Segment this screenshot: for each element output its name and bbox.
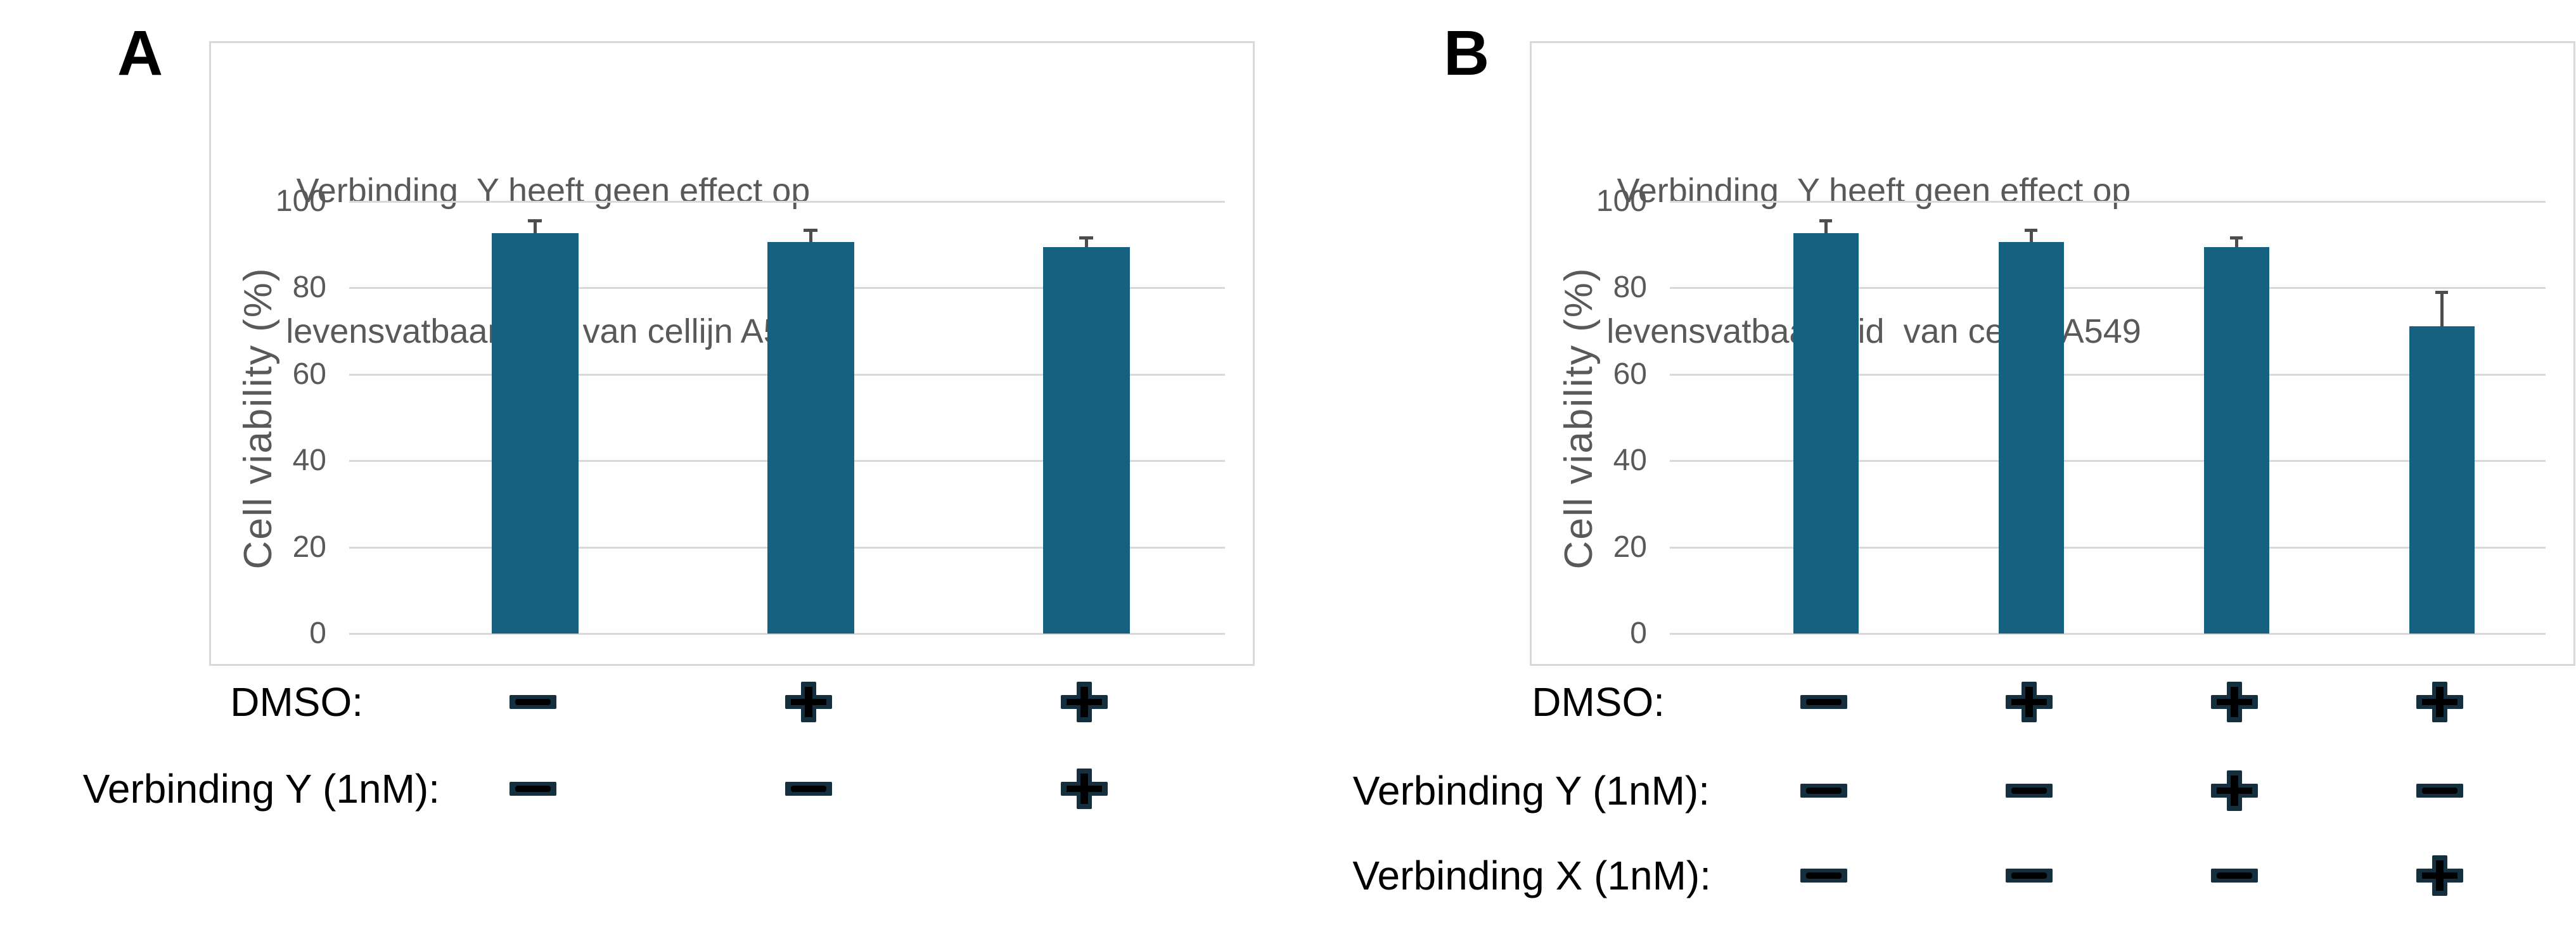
- minus-symbol: [2211, 855, 2258, 896]
- gridline: [1670, 460, 2546, 462]
- plus-symbol: [2211, 770, 2258, 811]
- bar: [491, 233, 579, 634]
- condition-row-label: DMSO:: [230, 679, 363, 725]
- error-bar: [809, 230, 812, 243]
- gridline: [1670, 373, 2546, 376]
- plus-symbol: [2416, 682, 2463, 722]
- symbol-part: [2422, 788, 2457, 794]
- minus-symbol: [2416, 770, 2463, 811]
- plus-symbol: [2416, 855, 2463, 896]
- symbol-part: [2011, 699, 2047, 705]
- gridline: [1670, 633, 2546, 635]
- error-bar-cap: [2435, 291, 2448, 295]
- minus-symbol: [1800, 770, 1847, 811]
- symbol-part: [791, 786, 826, 792]
- chart-a-plot-area: Verbinding Y heeft geen effect op levens…: [209, 41, 1255, 666]
- minus-symbol: [785, 769, 832, 809]
- minus-symbol: [509, 682, 556, 722]
- minus-symbol: [2006, 770, 2053, 811]
- condition-row-label: Verbinding X (1nM):: [1352, 853, 1711, 898]
- minus-symbol: [509, 769, 556, 809]
- y-tick-label: 40: [292, 443, 326, 478]
- bar: [1042, 247, 1130, 634]
- symbol-part: [2217, 699, 2252, 705]
- error-bar-cap: [1819, 219, 1832, 222]
- symbol-part: [515, 699, 551, 705]
- y-tick-label: 0: [1630, 616, 1647, 650]
- symbol-part: [791, 699, 826, 705]
- y-axis-label: Cell viability (%): [1557, 267, 1601, 570]
- gridline: [349, 633, 1225, 635]
- bar: [767, 242, 854, 634]
- symbol-part: [2217, 788, 2252, 794]
- plus-symbol: [2211, 682, 2258, 722]
- error-bar-cap: [2025, 229, 2037, 232]
- minus-symbol: [2006, 855, 2053, 896]
- error-bar: [2234, 237, 2238, 248]
- condition-row-label: Verbinding Y (1nM):: [82, 766, 440, 812]
- symbol-part: [2217, 872, 2252, 879]
- condition-row-label: Verbinding Y (1nM):: [1352, 768, 1710, 813]
- symbol-part: [2422, 872, 2457, 879]
- chart-b-plot-area: Verbinding Y heeft geen effect op levens…: [1530, 41, 2575, 666]
- symbol-part: [1806, 788, 1842, 794]
- y-tick-label: 100: [1596, 184, 1647, 218]
- minus-symbol: [1800, 855, 1847, 896]
- error-bar: [533, 220, 537, 233]
- symbol-part: [2011, 788, 2047, 794]
- symbol-part: [515, 786, 551, 792]
- y-tick-label: 20: [292, 530, 326, 564]
- chart-a-title-line1: Verbinding Y heeft geen effect op: [296, 172, 811, 210]
- symbol-part: [2422, 699, 2457, 705]
- chart-b-title-line1: Verbinding Y heeft geen effect op: [1617, 172, 2131, 210]
- panel-a-letter: A: [117, 18, 163, 89]
- error-bar: [1084, 237, 1088, 248]
- y-axis-label: Cell viability (%): [236, 267, 280, 570]
- error-bar-cap: [1079, 236, 1093, 239]
- condition-row-label: DMSO:: [1532, 679, 1665, 725]
- plus-symbol: [1061, 682, 1108, 722]
- chart-a-title: Verbinding Y heeft geen effect op levens…: [268, 73, 838, 449]
- plus-symbol: [1061, 769, 1108, 809]
- y-tick-label: 40: [1613, 443, 1647, 478]
- error-bar: [1824, 220, 1828, 233]
- bar: [1998, 242, 2064, 634]
- y-tick-label: 60: [1613, 357, 1647, 391]
- symbol-part: [2011, 872, 2047, 879]
- y-tick-label: 100: [275, 184, 326, 218]
- plus-symbol: [785, 682, 832, 722]
- y-tick-label: 80: [1613, 271, 1647, 305]
- y-tick-label: 0: [309, 616, 326, 650]
- panel-b-letter: B: [1444, 18, 1490, 89]
- bar: [1793, 233, 1859, 634]
- error-bar: [2440, 292, 2444, 327]
- error-bar: [2029, 230, 2033, 243]
- symbol-part: [1067, 786, 1102, 792]
- symbol-part: [1806, 872, 1842, 879]
- minus-symbol: [1800, 682, 1847, 722]
- y-tick-label: 80: [292, 271, 326, 305]
- gridline: [1670, 287, 2546, 290]
- bar: [2409, 326, 2475, 634]
- error-bar-cap: [804, 229, 817, 232]
- chart-b-title-line2: levensvatbaarheid van cellijn A549: [1606, 312, 2141, 350]
- bar: [2203, 247, 2269, 634]
- plus-symbol: [2006, 682, 2053, 722]
- gridline: [1670, 546, 2546, 549]
- gridline: [349, 201, 1225, 203]
- chart-b-title: Verbinding Y heeft geen effect op levens…: [1589, 73, 2159, 449]
- y-tick-label: 60: [292, 357, 326, 391]
- symbol-part: [1806, 699, 1842, 705]
- gridline: [1670, 201, 2546, 203]
- symbol-part: [1067, 699, 1102, 705]
- error-bar-cap: [528, 219, 542, 222]
- y-tick-label: 20: [1613, 530, 1647, 564]
- error-bar-cap: [2230, 236, 2243, 239]
